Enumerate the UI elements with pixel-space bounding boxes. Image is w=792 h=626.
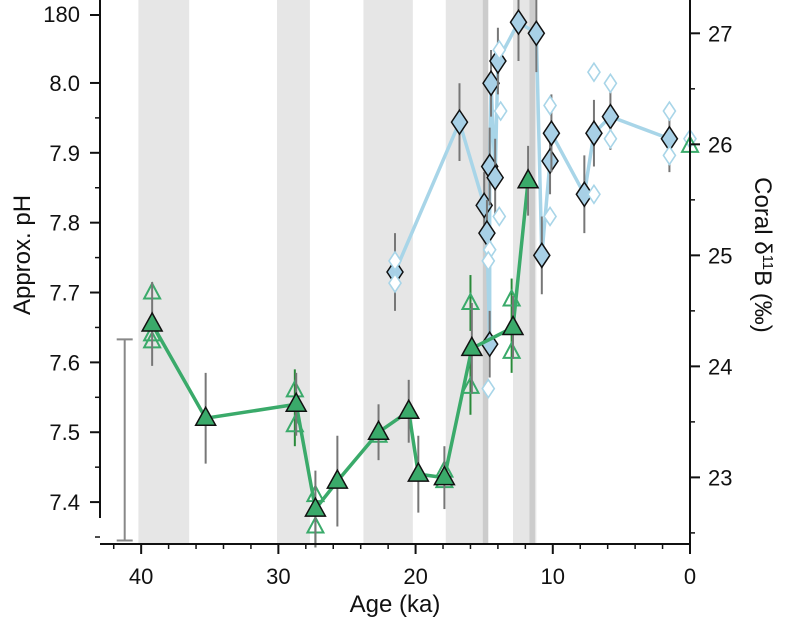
reference-error-bar — [116, 338, 133, 542]
data-point — [527, 19, 546, 47]
data-point — [543, 95, 558, 116]
data-point — [493, 100, 508, 122]
data-point — [433, 465, 456, 486]
data-point — [460, 291, 481, 310]
data-point — [501, 340, 522, 359]
y-right-tick-label: 27 — [708, 21, 732, 46]
y-axis-title-right-suffix: B (‰) — [749, 270, 776, 333]
y-left-tick-label: 7.5 — [49, 420, 80, 445]
y-tick-label-top-partial: 180 — [43, 2, 80, 27]
data-point — [543, 206, 558, 227]
data-point — [140, 311, 164, 332]
data-point — [460, 335, 484, 357]
y-right-tick-label: 24 — [708, 354, 732, 379]
data-point — [388, 250, 402, 272]
series-layer — [140, 0, 700, 548]
data-point — [481, 378, 496, 400]
data-point — [603, 128, 618, 150]
data-point — [542, 119, 561, 147]
data-point — [284, 391, 308, 413]
data-point — [397, 398, 420, 420]
data-point — [304, 496, 327, 517]
y-right-tick-label: 23 — [708, 465, 732, 490]
axes: 40 30 20 10 0 7.4 7.5 7.6 7.7 7.8 7.9 8.0 23 24 25 26 27 — [49, 0, 732, 589]
y-axis-title-left: Approx. pH — [9, 195, 36, 315]
data-point — [482, 69, 500, 97]
shaded-interval-0 — [138, 0, 190, 544]
data-point — [326, 468, 349, 489]
y-left-tick-label: 7.7 — [49, 281, 80, 306]
y-axis-title-right-sup: 11 — [759, 255, 776, 271]
shaded-intervals — [138, 0, 537, 544]
y-axis-title-right: Coral δ11B (‰) — [749, 177, 776, 333]
data-point — [492, 39, 507, 61]
data-point — [492, 206, 507, 227]
shaded-interval-6 — [529, 0, 535, 544]
data-point — [541, 147, 559, 175]
shaded-interval-4 — [482, 0, 489, 544]
data-point — [194, 405, 217, 427]
data-point — [509, 8, 528, 36]
data-point — [367, 419, 390, 440]
shaded-interval-3 — [445, 0, 485, 544]
x-tick-label: 40 — [129, 564, 153, 589]
shaded-interval-1 — [277, 0, 310, 544]
y-axis-title-right-prefix: Coral δ — [749, 177, 776, 254]
series-1 — [142, 134, 700, 548]
data-point — [586, 183, 601, 205]
data-point — [450, 108, 469, 136]
data-point — [486, 164, 505, 191]
data-point — [662, 100, 677, 122]
x-tick-label: 0 — [684, 564, 696, 589]
x-tick-label: 10 — [541, 564, 565, 589]
y-left-tick-label: 7.4 — [49, 490, 80, 515]
x-axis-title: Age (ka) — [350, 591, 441, 618]
y-left-tick-label: 7.8 — [49, 211, 80, 236]
y-right-tick-label: 25 — [708, 243, 732, 268]
series-0 — [140, 145, 540, 548]
y-left-tick-label: 7.9 — [49, 141, 80, 166]
data-point — [532, 241, 551, 269]
data-point — [388, 272, 402, 294]
x-tick-label: 20 — [403, 564, 427, 589]
data-point — [601, 103, 620, 130]
data-point — [460, 375, 481, 394]
series-line — [150, 180, 530, 514]
series-2 — [386, 0, 679, 378]
data-point — [516, 168, 540, 189]
data-point — [585, 119, 603, 147]
data-point — [481, 250, 496, 272]
series-3 — [388, 39, 697, 400]
y-left-tick-label: 7.6 — [49, 350, 80, 375]
data-point — [501, 314, 525, 336]
y-left-tick-label: 8.0 — [49, 71, 80, 96]
data-point — [407, 461, 430, 482]
data-point — [662, 144, 677, 166]
y-right-tick-label: 26 — [708, 132, 732, 157]
data-point — [603, 72, 618, 94]
data-point — [586, 61, 601, 83]
x-tick-label: 30 — [266, 564, 290, 589]
